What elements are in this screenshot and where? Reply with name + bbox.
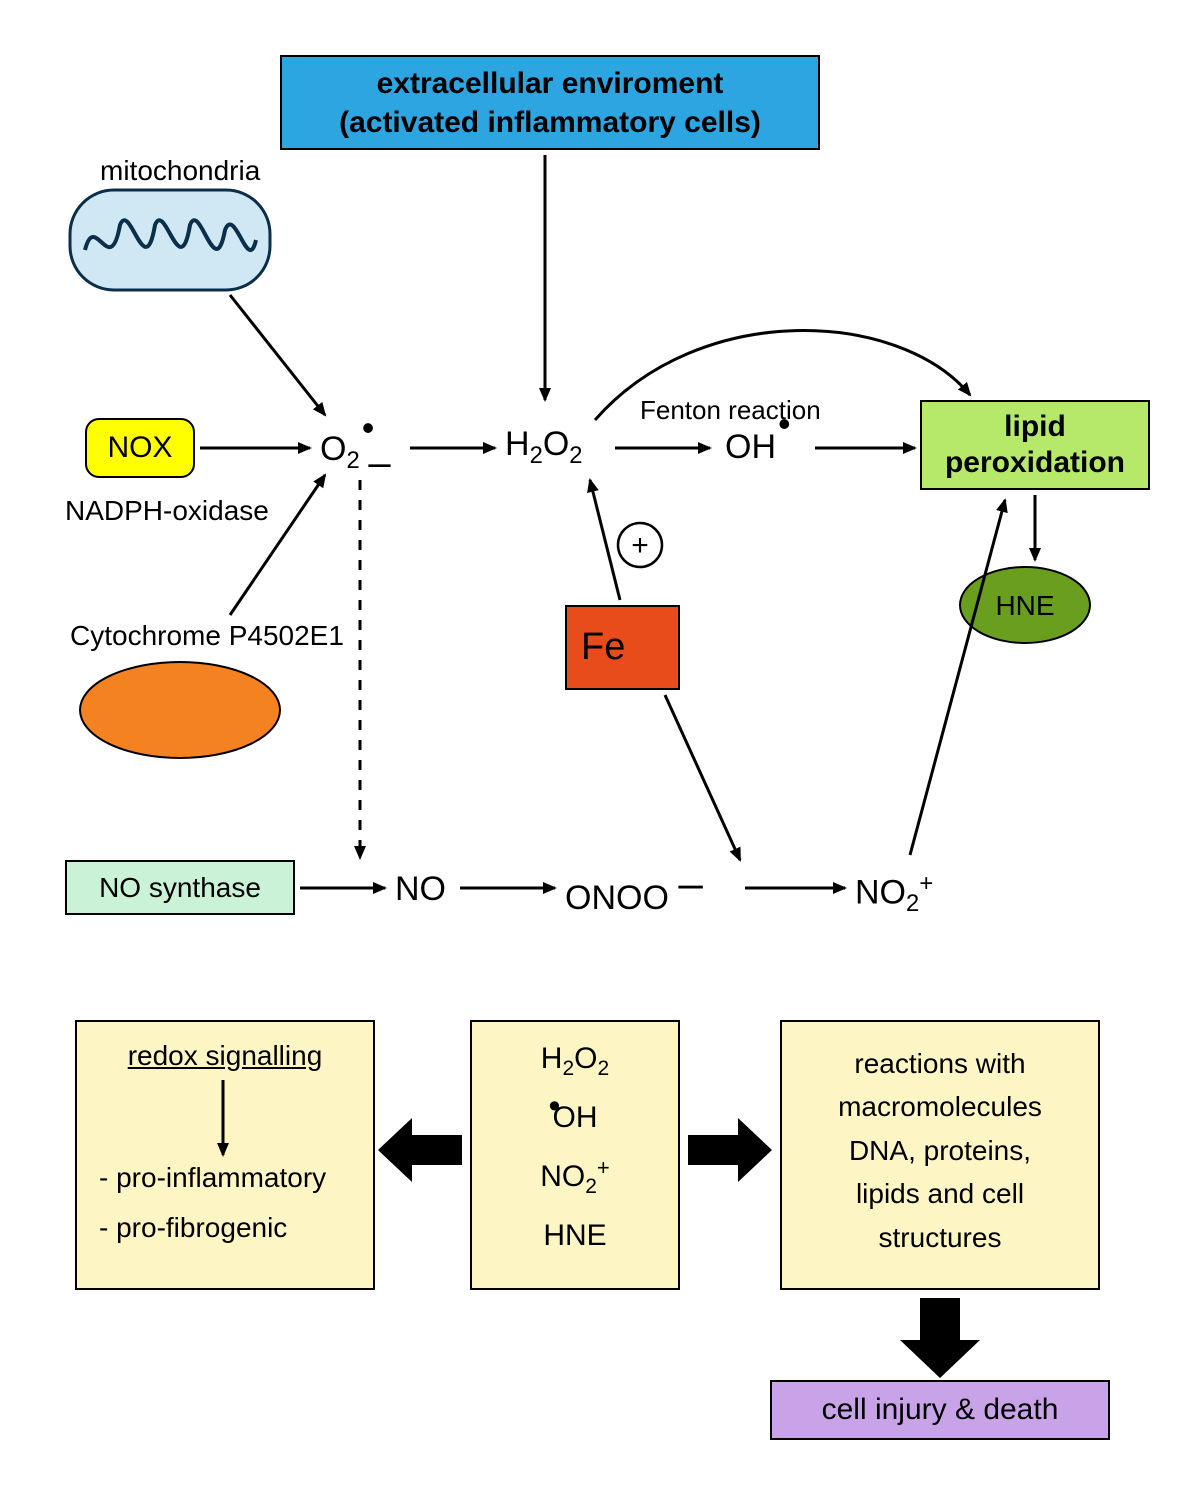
arrow-fe-h2o2 xyxy=(590,480,620,600)
macro-line5: structures xyxy=(792,1216,1088,1259)
arrow-fe-onoo xyxy=(665,695,740,860)
redox-item2: - pro-fibrogenic xyxy=(89,1212,361,1244)
arrow-no2-lipid xyxy=(910,500,1005,855)
block-arrow-right xyxy=(688,1118,772,1182)
species-oh: •OH xyxy=(472,1101,678,1135)
species-h2o2: H2O2 xyxy=(472,1042,678,1081)
mitochondria-label: mitochondria xyxy=(100,155,260,187)
cell-injury-box: cell injury & death xyxy=(770,1380,1110,1440)
redox-item1: - pro-inflammatory xyxy=(89,1162,361,1194)
extracellular-line1: extracellular enviroment xyxy=(377,67,724,100)
cell-injury-text: cell injury & death xyxy=(822,1393,1059,1427)
species-no2plus: NO2+ xyxy=(472,1155,678,1199)
no-synthase-box: NO synthase xyxy=(65,860,295,915)
redox-signalling-box: redox signalling - pro-inflammatory - pr… xyxy=(75,1020,375,1290)
oh-radical: OH• xyxy=(725,425,789,467)
redox-title: redox signalling xyxy=(89,1040,361,1072)
nox-text: NOX xyxy=(107,431,172,465)
o2-superoxide: O2•– xyxy=(320,425,395,475)
mitochondria-shape xyxy=(70,190,270,290)
lipid-line1: lipid xyxy=(1004,410,1066,443)
arrow-mito-o2 xyxy=(230,295,325,415)
no2plus-species: NO2+ xyxy=(855,870,933,918)
cytochrome-ellipse xyxy=(80,662,280,758)
no-species: NO xyxy=(395,870,446,909)
block-arrow-down xyxy=(900,1298,980,1378)
fe-text: Fe xyxy=(581,626,625,669)
no-synthase-text: NO synthase xyxy=(99,872,261,904)
hne-ellipse xyxy=(960,567,1090,643)
macromolecules-box: reactions with macromolecules DNA, prote… xyxy=(780,1020,1100,1290)
mitochondria-cristae xyxy=(85,220,256,250)
cytochrome-label: Cytochrome P4502E1 xyxy=(70,620,344,652)
lipid-peroxidation-box: lipid peroxidation xyxy=(920,400,1150,490)
diagram-stage: extracellular enviroment (activated infl… xyxy=(0,0,1200,1497)
plus-circle xyxy=(618,523,662,567)
extracellular-line2: (activated inflammatory cells) xyxy=(339,106,761,139)
macro-line4: lipids and cell xyxy=(792,1172,1088,1215)
block-arrow-left xyxy=(378,1118,462,1182)
h2o2: H2O2 xyxy=(505,425,583,470)
macro-line3: DNA, proteins, xyxy=(792,1129,1088,1172)
onoo-species: ONOO – xyxy=(565,870,703,920)
macro-line2: macromolecules xyxy=(792,1085,1088,1128)
plus-text: + xyxy=(631,529,649,562)
macro-line1: reactions with xyxy=(792,1042,1088,1085)
nadph-label: NADPH-oxidase xyxy=(65,495,269,527)
nox-box: NOX xyxy=(85,418,195,478)
fenton-label: Fenton reaction xyxy=(640,395,821,426)
extracellular-box: extracellular enviroment (activated infl… xyxy=(280,55,820,150)
species-summary-box: H2O2 •OH NO2+ HNE xyxy=(470,1020,680,1290)
species-hne: HNE xyxy=(472,1219,678,1253)
fe-box: Fe xyxy=(565,605,680,690)
hne-text: HNE xyxy=(995,590,1054,621)
lipid-line2: peroxidation xyxy=(945,446,1125,479)
